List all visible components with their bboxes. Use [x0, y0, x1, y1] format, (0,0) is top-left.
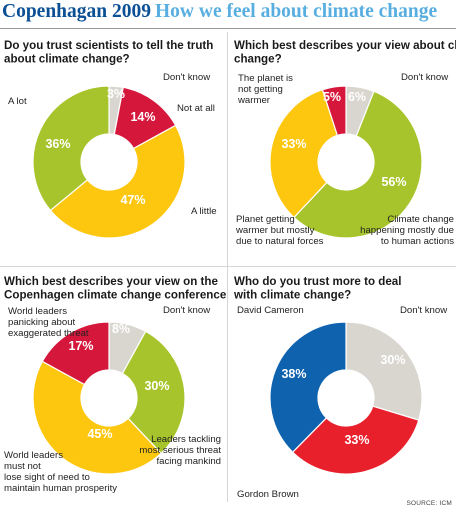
- page-header: Copenhagan 2009 How we feel about climate…: [2, 1, 454, 27]
- slice-value-label: 33%: [344, 433, 369, 447]
- category-label: Don't know: [163, 305, 210, 316]
- slice-a-lot: [32, 85, 110, 212]
- category-label: Don't know: [401, 72, 448, 83]
- header-divider: [0, 28, 456, 29]
- slice-value-label: 33%: [281, 137, 306, 151]
- category-label: Leaders tackling most serious threat facin…: [139, 434, 221, 467]
- donut-chart-1: Do you trust scientists to tell the trut…: [4, 39, 217, 239]
- category-label: Planet getting warmer but mostly due to na…: [235, 214, 324, 247]
- slice-climate-change-happening-mostl: [293, 90, 423, 239]
- page-subtitle: How we feel about climate change: [155, 1, 438, 22]
- category-label: Climate change happening mostly due to hum…: [360, 214, 454, 247]
- category-label: Don't know: [163, 72, 210, 83]
- slice-the-planet-is-not-getting-warm: [321, 85, 347, 137]
- category-label: A lot: [8, 96, 27, 107]
- row-divider: [0, 266, 456, 267]
- chart-question-3: Which best describes your view on the Cop…: [4, 275, 227, 302]
- slice-value-label: 8%: [112, 322, 130, 336]
- slice-value-label: 6%: [348, 90, 366, 104]
- slice-gordon-brown: [291, 405, 420, 475]
- donut-chart-4: Who do you trust more to deal with climat…: [233, 275, 447, 500]
- slice-a-little: [49, 124, 186, 239]
- slice-value-label: 47%: [120, 193, 145, 207]
- category-label: David Cameron: [237, 305, 304, 316]
- slice-value-label: 5%: [323, 90, 341, 104]
- slice-value-label: 56%: [381, 175, 406, 189]
- slice-world-leaders-panicking-about-: [41, 321, 110, 386]
- chart-question-2: Which best describes your view about cli…: [234, 39, 456, 66]
- slice-planet-getting-warmer-but-most: [269, 88, 339, 219]
- category-label: Not at all: [177, 103, 215, 114]
- donut-chart-2: Which best describes your view about cli…: [234, 39, 456, 247]
- donut-chart-3: Which best describes your view on the Cop…: [4, 275, 227, 494]
- category-label: World leaders must not lose sight of need …: [4, 450, 117, 494]
- slice-value-label: 45%: [87, 427, 112, 441]
- slice-value-label: 17%: [68, 339, 93, 353]
- slice-value-label: 30%: [144, 379, 169, 393]
- slice-value-label: 38%: [281, 367, 306, 381]
- page-title: Copenhagan 2009: [2, 1, 151, 22]
- slice-value-label: 30%: [380, 353, 405, 367]
- slice-value-label: 3%: [107, 87, 125, 101]
- column-divider: [227, 32, 228, 502]
- slice-world-leaders-must-not-lose-si: [32, 360, 162, 475]
- category-label: Don't know: [400, 305, 447, 316]
- chart-question-1: Do you trust scientists to tell the trut…: [4, 39, 213, 66]
- slice-don-t-know: [345, 321, 423, 421]
- category-label: Gordon Brown: [237, 489, 299, 500]
- category-label: World leaders panicking about exaggerated …: [8, 306, 89, 339]
- slice-value-label: 14%: [130, 110, 155, 124]
- category-label: The planet is not getting warmer: [237, 73, 293, 106]
- source-credit: SOURCE: ICM: [406, 500, 452, 507]
- chart-question-4: Who do you trust more to deal with climat…: [233, 275, 401, 302]
- category-label: A little: [191, 206, 217, 217]
- slice-value-label: 36%: [45, 137, 70, 151]
- slice-david-cameron: [269, 321, 347, 454]
- slice-leaders-tackling-most-serious-: [121, 330, 186, 455]
